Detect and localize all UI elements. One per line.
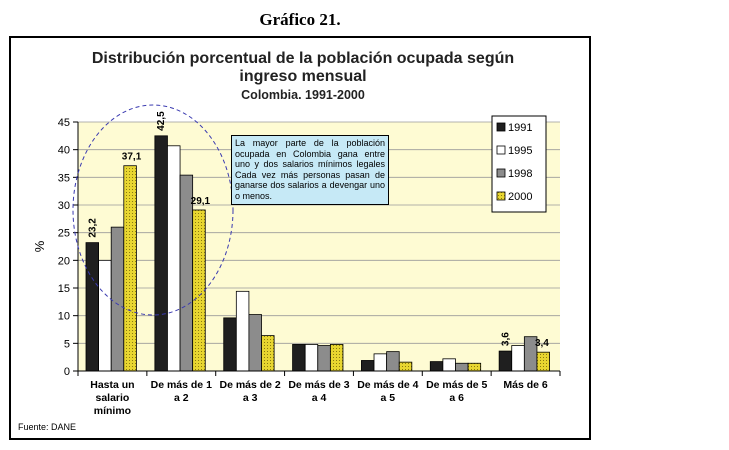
data-label: 42,5 [156, 111, 167, 131]
bar-1995-3 [304, 344, 319, 372]
bar-1991-1 [154, 135, 168, 372]
data-label: 23,2 [87, 218, 98, 238]
x-tick-label: De más de 4 [357, 379, 418, 391]
legend-swatch-1995 [496, 145, 506, 155]
x-tick-label: De más de 1 [151, 379, 212, 391]
chart-title-line-1: Distribución porcentual de la población … [92, 50, 514, 67]
source-note: Fuente: DANE [18, 422, 77, 432]
bar-1995-4 [373, 353, 388, 372]
annotation-callout: La mayor parte de la población ocupada e… [231, 135, 389, 205]
bar-2000-3 [329, 344, 344, 372]
y-tick-label: 35 [58, 172, 70, 184]
y-tick-label: 5 [64, 338, 70, 350]
x-tick-label: a 4 [312, 392, 327, 404]
data-label: 37,1 [122, 152, 142, 163]
x-tick-label: De más de 3 [288, 379, 349, 391]
data-label: 29,1 [191, 196, 211, 207]
x-tick-label: a 2 [174, 392, 189, 404]
axes: 0 5 10 15 20 25 30 35 40 45% Hasta unsalariomínimo… [32, 117, 561, 417]
figure-label: Gráfico 21. [259, 10, 341, 29]
legend-label-1998: 1998 [508, 168, 532, 180]
chart-subtitle: Colombia. 1991-2000 [241, 88, 365, 102]
bar-1991-5 [429, 361, 444, 372]
y-axis-label: % [32, 240, 47, 252]
legend-label-1995: 1995 [508, 145, 532, 157]
bar-2000-4 [398, 361, 413, 372]
x-tick-label: De más de 2 [219, 379, 280, 391]
y-tick-label: 40 [58, 145, 70, 157]
bar-1995-5 [442, 358, 456, 372]
chart-title-group: Distribución porcentual de la población … [92, 50, 514, 102]
x-tick-label: a 5 [381, 392, 396, 404]
data-labels: 23,2 37,1 42,5 29,1 3,6 3,4 [87, 111, 549, 349]
y-tick-label: 30 [58, 200, 70, 212]
bar-1995-1 [167, 145, 181, 372]
legend-swatch-2000 [496, 191, 506, 201]
bar-1995-0 [98, 259, 112, 372]
x-tick-label: a 3 [243, 392, 258, 404]
legend-swatch-1998 [496, 168, 506, 178]
bar-1998-3 [317, 345, 331, 372]
y-tick-label: 15 [58, 283, 70, 295]
bar-1998-2 [248, 314, 262, 372]
chart-title-line-2: ingreso mensual [239, 68, 366, 85]
legend-label-2000: 2000 [508, 191, 532, 203]
bar-1991-0 [85, 242, 100, 372]
data-label: 3,4 [535, 338, 549, 349]
bar-2000-5 [467, 362, 482, 372]
bar-1991-6 [498, 350, 513, 372]
bar-2000-1 [192, 209, 206, 372]
bar-1998-4 [386, 351, 400, 372]
bar-2000-2 [261, 335, 275, 372]
x-tick-label: Más de 6 [503, 379, 548, 391]
y-tick-label: 10 [58, 311, 70, 323]
x-tick-label: a 6 [449, 392, 464, 404]
bar-1998-0 [110, 226, 125, 372]
y-tick-label: 25 [58, 228, 70, 240]
legend-swatch-1991 [496, 122, 506, 132]
bar-1991-3 [292, 344, 306, 372]
x-tick-label: Hasta un [90, 379, 134, 391]
bar-2000-6 [536, 351, 550, 372]
highlight-ellipse [72, 104, 234, 316]
bar-1991-4 [361, 360, 375, 372]
chart-frame [9, 36, 591, 440]
x-tick-label: mínimo [94, 405, 131, 417]
y-tick-label: 20 [58, 255, 70, 267]
x-tick-label: De más de 5 [426, 379, 487, 391]
highlight-ellipse-shape [72, 104, 234, 316]
bar-1991-2 [223, 317, 237, 372]
bar-1998-5 [455, 362, 469, 372]
y-tick-label: 0 [64, 366, 70, 378]
y-tick-label: 45 [58, 117, 70, 129]
legend: 1991 1995 1998 2000 [491, 115, 547, 213]
bar-2000-0 [123, 165, 137, 372]
data-label: 3,6 [500, 332, 511, 346]
legend-label-1991: 1991 [508, 122, 532, 134]
x-tick-label: salario [95, 392, 129, 404]
bar-1995-2 [235, 290, 250, 372]
bar-1995-6 [511, 345, 525, 372]
